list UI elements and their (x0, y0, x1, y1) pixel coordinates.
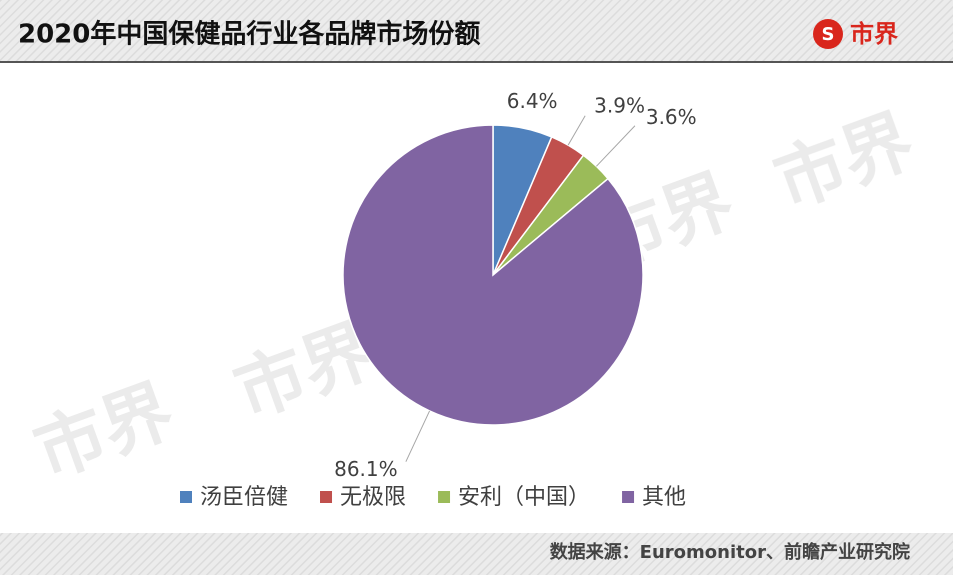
legend: 汤臣倍健 无极限 安利（中国） 其他 (180, 485, 686, 510)
legend-label: 其他 (642, 485, 686, 510)
leader-line (596, 125, 636, 167)
watermark: 市界 (764, 99, 924, 224)
legend-label: 无极限 (340, 485, 406, 510)
leader-line (567, 115, 586, 146)
legend-swatch (180, 491, 192, 503)
logo-text: 市界 (850, 20, 898, 48)
pie: 6.4% 3.9% 3.6% 86.1% (334, 89, 697, 481)
legend-label: 安利（中国） (458, 485, 590, 510)
logo-icon-mark: S (822, 24, 835, 45)
source: 数据来源：Euromonitor、前瞻产业研究院 (550, 541, 910, 563)
legend-label: 汤臣倍健 (200, 485, 288, 510)
legend-swatch (622, 491, 635, 503)
data-label: 3.9% (594, 94, 645, 118)
data-label: 3.6% (646, 105, 697, 129)
footer-band (0, 533, 953, 575)
leader-line (405, 410, 431, 462)
legend-swatch (320, 491, 333, 503)
header-band (0, 0, 953, 62)
title: 2020年中国保健品行业各品牌市场份额 (18, 19, 480, 50)
pie-slice (342, 124, 644, 426)
logo-icon (813, 19, 843, 49)
legend-swatch (438, 491, 451, 503)
data-label: 86.1% (334, 457, 398, 481)
watermark: 市界 (24, 369, 184, 494)
data-label: 6.4% (507, 89, 558, 113)
